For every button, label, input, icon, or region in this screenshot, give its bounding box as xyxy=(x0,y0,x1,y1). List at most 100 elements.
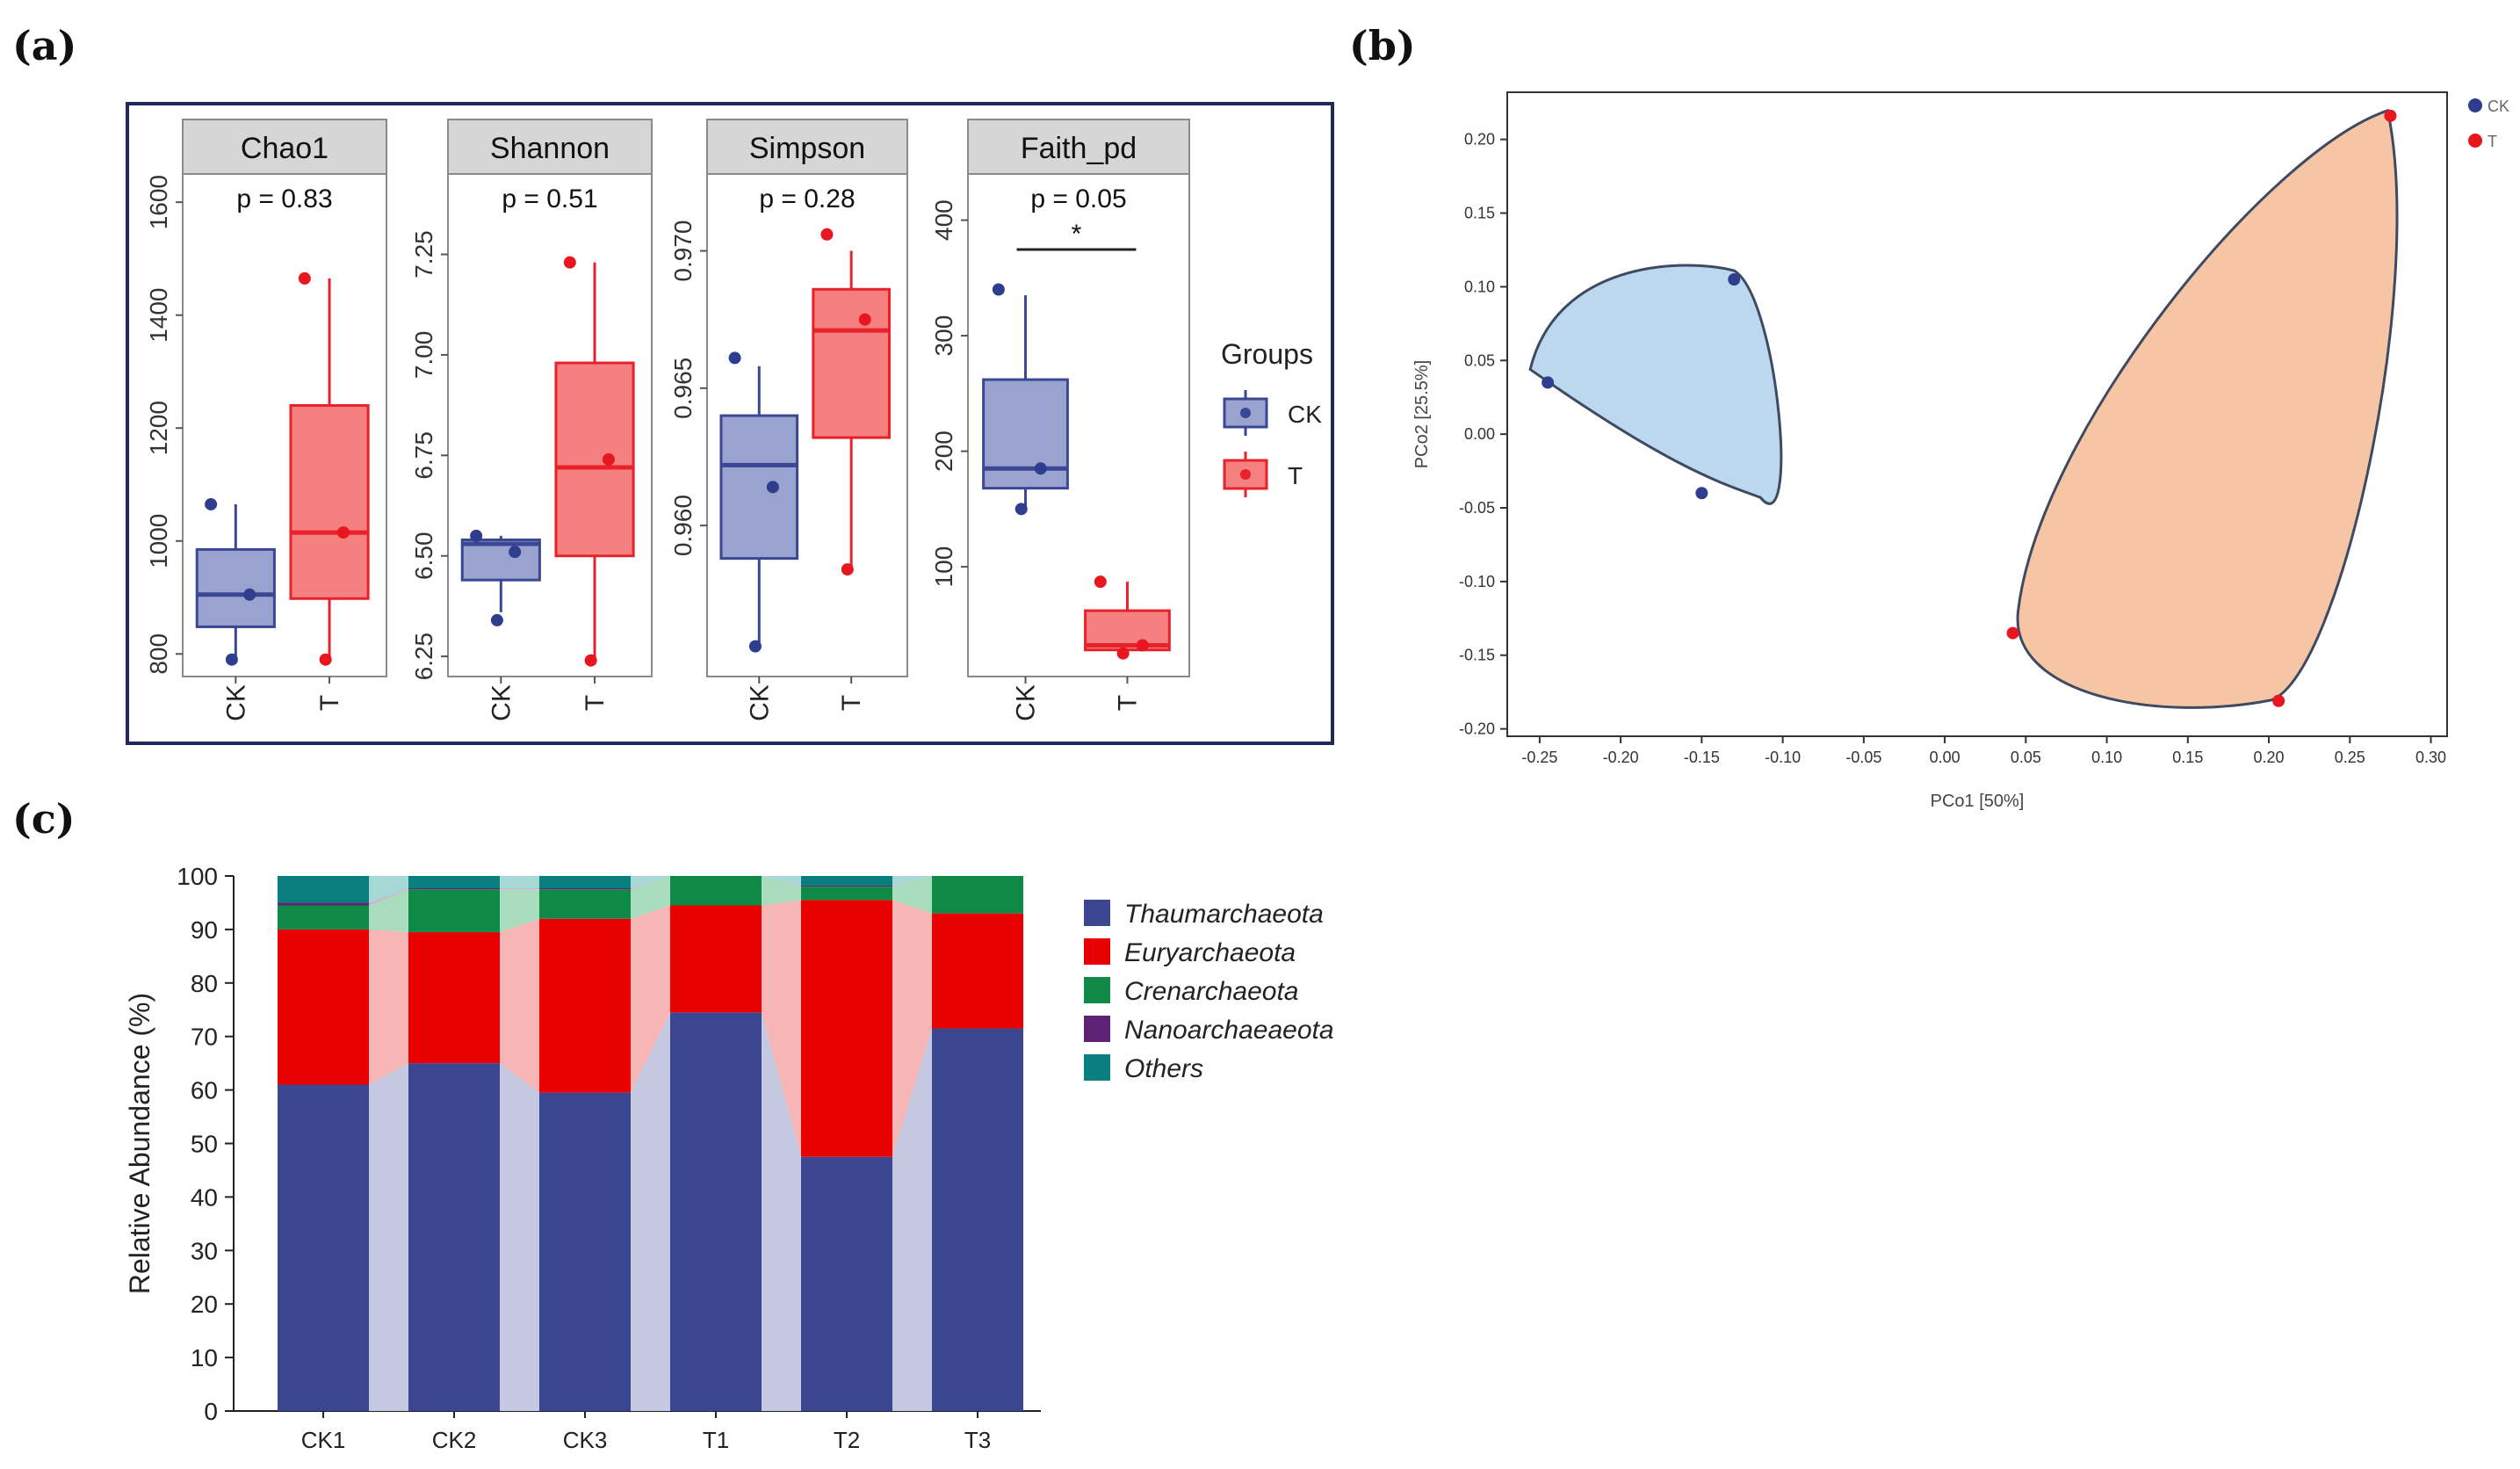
facet-title: Shannon xyxy=(490,132,610,165)
x-tick-label: T1 xyxy=(703,1427,729,1453)
x-tick-label: T xyxy=(1113,695,1142,711)
bar-segment-others xyxy=(539,876,631,889)
x-tick-label: 0.10 xyxy=(2091,749,2122,766)
x-tick-label: CK3 xyxy=(563,1427,608,1453)
box-body xyxy=(982,378,1069,490)
y-tick-label: 0.10 xyxy=(1464,278,1495,295)
y-tick-label: -0.05 xyxy=(1459,499,1495,517)
flow-band-nanoarchaeaeota xyxy=(631,876,670,890)
y-tick-label: 1600 xyxy=(145,175,172,229)
panel-c-stacked-bars: 0 10 20 30 40 50 60 70 80 90 100 Relative Abundance… xyxy=(124,863,1334,1453)
y-tick-label: 6.25 xyxy=(410,633,437,681)
flow-band-thaumarchaeota xyxy=(762,1012,801,1411)
flow-band-others xyxy=(762,876,801,886)
data-point xyxy=(858,313,871,326)
legend-key-ck xyxy=(1223,390,1268,436)
data-point xyxy=(1034,462,1047,475)
box-ck xyxy=(719,351,799,653)
x-tick-label: -0.05 xyxy=(1845,749,1881,766)
bar-segment-nanoarchaeaeota xyxy=(408,888,500,890)
legend-dot-ck xyxy=(2468,98,2482,112)
data-point xyxy=(243,588,256,601)
bar-t3 xyxy=(932,876,1023,1411)
y-tick-label: 70 xyxy=(191,1024,218,1051)
p-value-label: p = 0.51 xyxy=(502,185,597,213)
y-tick-label: 0.20 xyxy=(1464,131,1495,148)
box-body xyxy=(460,538,541,582)
panel-label-b: (b) xyxy=(1349,22,1416,69)
box-body xyxy=(719,414,799,561)
point-ck xyxy=(1542,376,1555,389)
box-ck xyxy=(982,283,1069,516)
facet-header xyxy=(706,119,908,175)
x-tick-label: 0.25 xyxy=(2335,749,2365,766)
legend-point xyxy=(1240,469,1251,480)
facet-title: Simpson xyxy=(749,132,865,165)
y-tick-label: 10 xyxy=(191,1344,218,1371)
y-tick-label: 20 xyxy=(191,1291,218,1318)
box-t xyxy=(1084,575,1171,660)
data-point xyxy=(584,654,597,667)
y-tick-label: 100 xyxy=(930,546,957,588)
data-point xyxy=(766,481,779,494)
flow-band-nanoarchaeaeota xyxy=(762,876,801,887)
data-point xyxy=(205,497,218,510)
significance-star: * xyxy=(1072,220,1082,249)
y-tick-label: 200 xyxy=(930,431,957,472)
x-tick-label: CK xyxy=(487,684,516,721)
data-point xyxy=(490,613,503,626)
y-tick-label: 0.965 xyxy=(669,358,697,419)
data-point xyxy=(1136,639,1149,652)
flow-band-crenarchaeota xyxy=(762,876,801,906)
data-point xyxy=(563,256,576,269)
bar-segment-euryarchaeota xyxy=(278,929,369,1085)
y-tick-label: 7.25 xyxy=(410,230,437,279)
flow-band-thaumarchaeota xyxy=(892,1028,932,1411)
y-tick-label: 7.00 xyxy=(410,331,437,380)
x-tick-label: CK2 xyxy=(432,1427,477,1453)
box-t xyxy=(289,271,370,666)
x-tick-label: 0.15 xyxy=(2172,749,2203,766)
bar-segment-euryarchaeota xyxy=(801,900,892,1157)
point-t xyxy=(2384,109,2397,122)
flow-band-thaumarchaeota xyxy=(369,1063,408,1411)
panel-label-c: (c) xyxy=(12,795,76,843)
legend-point xyxy=(1240,408,1251,418)
x-tick-label: T xyxy=(837,695,866,711)
box-body xyxy=(812,287,891,439)
y-tick-label: 0.960 xyxy=(669,495,697,556)
flow-band-euryarchaeota xyxy=(369,929,408,1085)
legend-swatch-nanoarchaeaeota xyxy=(1084,1016,1110,1042)
flow-band-nanoarchaeaeota xyxy=(369,888,408,906)
y-tick-label: 0.05 xyxy=(1464,351,1495,369)
legend-swatch-others xyxy=(1084,1054,1110,1081)
x-axis-label: PCo1 [50%] xyxy=(1931,792,2025,811)
data-point xyxy=(1094,575,1107,589)
flow-band-others xyxy=(631,876,670,889)
y-tick-label: 40 xyxy=(191,1183,218,1211)
data-point xyxy=(841,563,854,576)
legend-label: Thaumarchaeota xyxy=(1124,900,1324,929)
facet-title: Faith_pd xyxy=(1021,132,1137,165)
x-tick-label: -0.10 xyxy=(1765,749,1801,766)
x-tick-label: T3 xyxy=(964,1427,991,1453)
box-ck xyxy=(195,497,276,666)
flow-band-crenarchaeota xyxy=(892,876,932,914)
y-tick-label: 300 xyxy=(930,315,957,357)
facet-header xyxy=(967,119,1190,175)
bar-t1 xyxy=(670,876,762,1411)
flow-band-euryarchaeota xyxy=(631,905,670,1093)
x-tick-label: 0.00 xyxy=(1930,749,1960,766)
flow-band-crenarchaeota xyxy=(369,889,408,932)
x-tick-label: 0.20 xyxy=(2254,749,2285,766)
flow-band-thaumarchaeota xyxy=(500,1063,539,1411)
legend-label: Crenarchaeota xyxy=(1124,977,1298,1006)
flow-band-nanoarchaeaeota xyxy=(500,888,539,890)
y-tick-label: 1400 xyxy=(145,288,172,343)
data-point xyxy=(820,228,834,241)
y-tick-label: -0.10 xyxy=(1459,573,1495,590)
flow-band-euryarchaeota xyxy=(500,918,539,1093)
data-point xyxy=(748,640,762,653)
flow-band-nanoarchaeaeota xyxy=(892,876,932,887)
bar-segment-thaumarchaeota xyxy=(408,1063,500,1411)
